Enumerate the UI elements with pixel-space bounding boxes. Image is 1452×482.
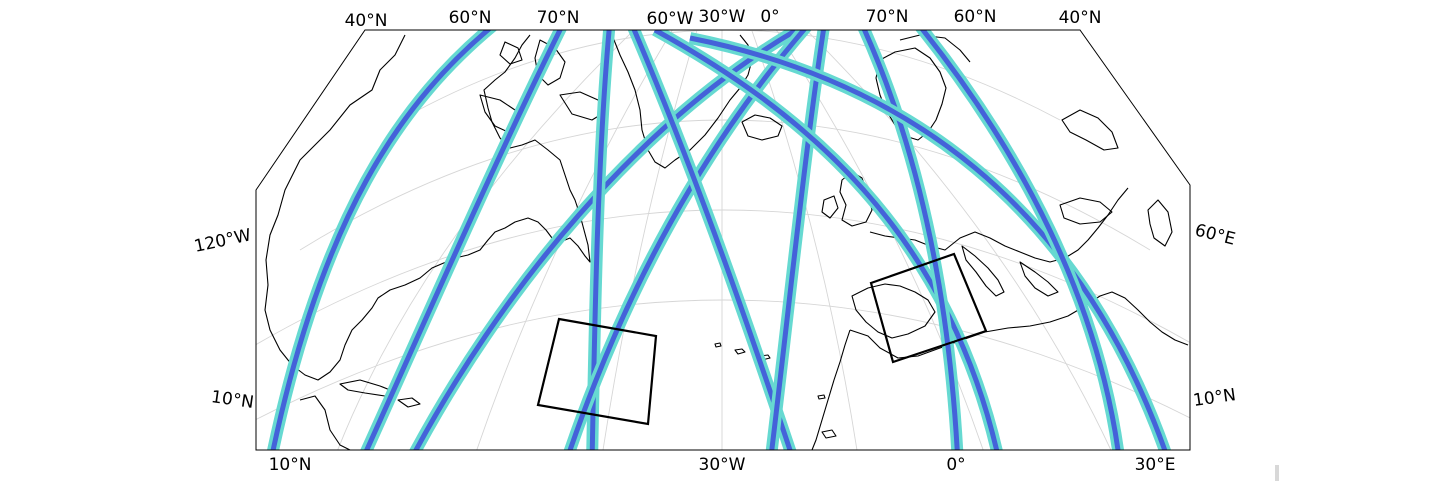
top-label: 40°N	[1059, 8, 1102, 28]
ground-tracks	[264, 30, 1176, 450]
ground-track-8	[652, 30, 1006, 450]
iceland-coast	[741, 114, 783, 141]
top-label: 0°	[760, 7, 779, 27]
scroll-indicator[interactable]	[1275, 465, 1279, 481]
iberia-coast	[851, 283, 936, 339]
right-label: 60°E	[1193, 220, 1237, 249]
ground-track-11	[910, 30, 1126, 450]
map-frame	[255, 29, 1191, 451]
top-tick-labels: 40°N 60°N 70°N 60°W 30°W 0° 70°N 60°N 40…	[345, 7, 1102, 31]
bottom-label: 10°N	[269, 455, 312, 475]
azores-islands	[734, 348, 746, 355]
ireland-coast	[821, 195, 839, 219]
ground-track-9	[854, 30, 964, 450]
italy-coast	[961, 245, 1005, 297]
ground-track-7	[764, 30, 831, 450]
top-label: 70°N	[866, 7, 909, 27]
north-america-coast	[264, 34, 591, 381]
left-tick-labels: 120°W 10°N	[192, 225, 255, 413]
top-label: 60°N	[954, 7, 997, 27]
bottom-tick-labels: 10°N 30°W 0° 30°E	[269, 455, 1176, 475]
ground-track-2	[354, 30, 571, 450]
study-region-atlantic	[536, 317, 658, 426]
top-label: 40°N	[345, 11, 388, 31]
bottom-label: 30°W	[699, 455, 746, 475]
africa-coast	[849, 291, 1189, 359]
study-region-iberia	[869, 252, 988, 364]
ground-track-10	[688, 32, 1176, 450]
left-label: 120°W	[192, 225, 253, 257]
right-tick-labels: 60°E 10°N	[1192, 220, 1237, 411]
left-label: 10°N	[210, 387, 255, 413]
top-label: 60°W	[647, 9, 694, 29]
ground-track-5	[559, 30, 813, 450]
greenland-coast	[611, 34, 753, 169]
right-label: 10°N	[1192, 385, 1237, 411]
bottom-label: 30°E	[1135, 455, 1176, 475]
top-label: 30°W	[699, 7, 746, 27]
top-label: 70°N	[537, 8, 580, 28]
bottom-label: 0°	[946, 455, 965, 475]
black-sea-coast	[1059, 197, 1113, 225]
europe-coast	[869, 187, 1129, 263]
ground-track-1	[264, 30, 504, 450]
top-label: 60°N	[449, 8, 492, 28]
